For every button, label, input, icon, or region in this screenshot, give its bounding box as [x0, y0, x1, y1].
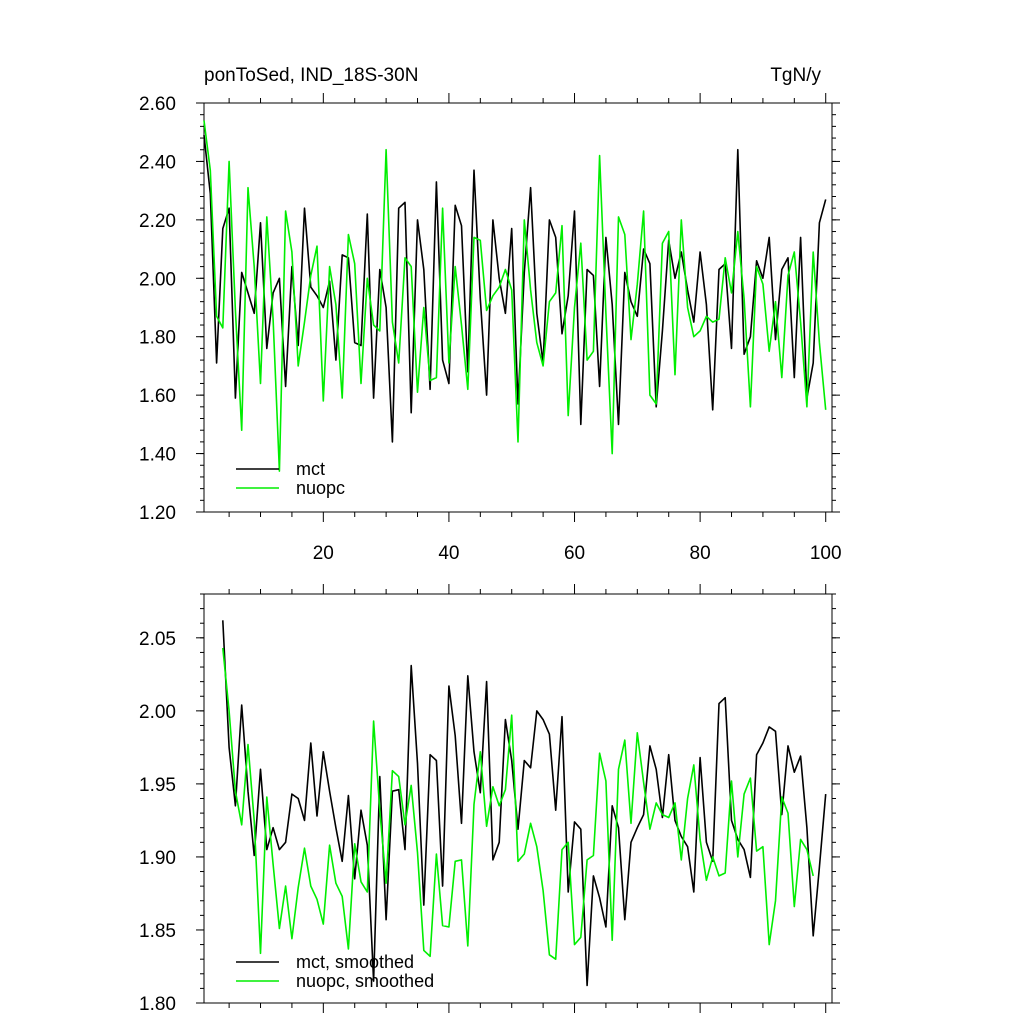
y-tick-label: 1.80 [139, 328, 176, 349]
legend-label: mct [296, 459, 325, 479]
chart-title-right: TgN/y [770, 65, 821, 86]
legend-label: nuopc [296, 478, 345, 498]
plot-frame [203, 102, 833, 513]
series-line-mct [203, 135, 827, 443]
chart-title-left: ponToSed, IND_18S-30N [204, 65, 418, 86]
x-tick-label: 60 [564, 543, 585, 564]
series-line-nuopc [203, 120, 827, 472]
x-tick-label: 100 [810, 543, 842, 564]
x-tick-label: 20 [313, 543, 334, 564]
bottom-panel: 1.80 1.85 1.90 1.95 2.00 2.05 mct, smoothednuo… [139, 584, 840, 1015]
y-tick-label: 2.00 [139, 269, 176, 290]
y-tick-label: 1.85 [139, 921, 176, 942]
x-tick-label: 80 [690, 543, 711, 564]
y-tick-label: 1.95 [139, 775, 176, 796]
y-tick-label: 1.20 [139, 503, 176, 524]
y-tick-label: 2.00 [139, 702, 176, 723]
y-tick-label: 1.60 [139, 386, 176, 407]
y-tick-label: 1.80 [139, 994, 176, 1015]
y-tick-label: 2.20 [139, 211, 176, 232]
y-tick-label: 2.05 [139, 629, 176, 650]
y-tick-label: 2.40 [139, 152, 176, 173]
legend-label: mct, smoothed [296, 952, 414, 972]
y-tick-label: 2.60 [139, 94, 176, 115]
top-panel: 1.20 1.40 1.60 1.80 2.00 2.20 2.40 2.60 20 40 60 80… [139, 93, 842, 564]
legend-label: nuopc, smoothed [296, 971, 434, 991]
x-tick-label: 40 [438, 543, 459, 564]
y-tick-label: 1.40 [139, 445, 176, 466]
y-tick-label: 1.90 [139, 848, 176, 869]
series-line-nuopc-smoothed [222, 647, 814, 961]
series-line-mct-smoothed [222, 620, 827, 987]
